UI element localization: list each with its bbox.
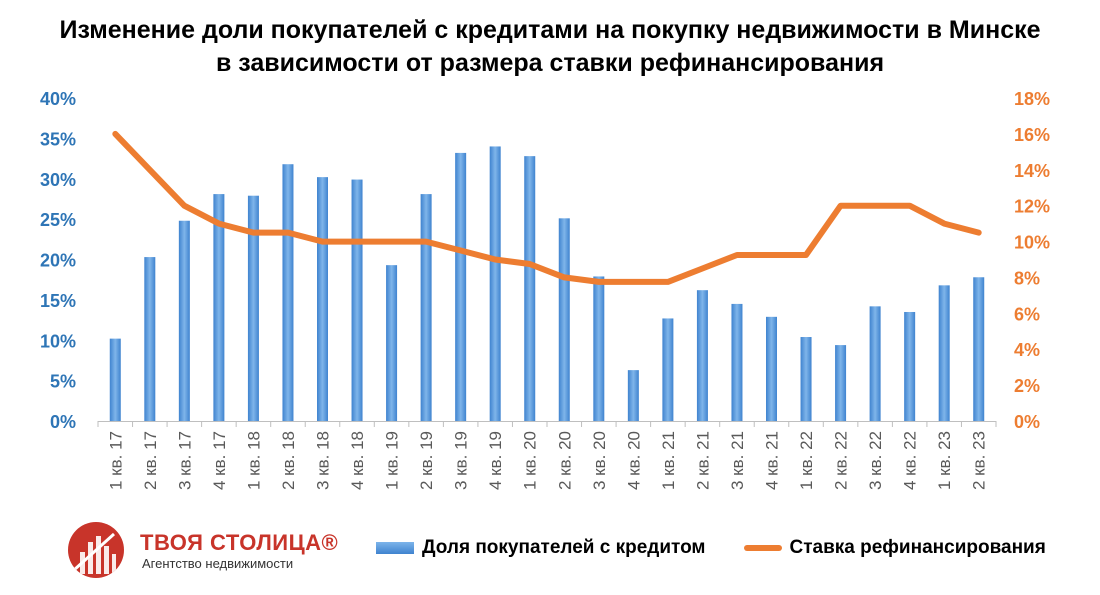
x-axis-tick-label: 1 кв. 23 [935,431,954,490]
x-axis-tick-label: 1 кв. 18 [244,431,263,490]
x-axis-tick-label: 2 кв. 18 [279,431,298,490]
chart-title: Изменение доли покупателей с кредитами н… [0,14,1100,80]
x-axis-tick-label: 4 кв. 19 [486,431,505,490]
bar-24 [904,311,916,421]
x-axis-tick-label: 4 кв. 20 [624,431,643,490]
bar-15 [593,276,605,421]
left-axis-tick-label: 40% [40,89,76,109]
bar-2 [144,257,156,421]
legend-bar-swatch [376,542,414,554]
right-axis-tick-label: 12% [1014,197,1050,217]
chart-title-line-2: в зависимости от размера ставки рефинанс… [215,49,885,77]
x-axis-tick-label: 4 кв. 18 [348,431,367,490]
bar-4 [213,194,225,421]
building-logo-icon [68,522,124,578]
bar-25 [938,285,950,421]
right-axis: 0% 2% 4% 6% 8% 10% 12% 14% 16% 18% [1014,89,1050,432]
left-axis-tick-label: 5% [50,372,76,392]
bar-20 [766,316,777,421]
x-axis-tick-label: 1 кв. 20 [521,431,540,490]
x-axis-tick-label: 4 кв. 21 [763,431,782,490]
chart-legend: Доля покупателей с кредитом Ставка рефин… [376,537,1084,559]
legend-line-swatch [743,545,782,551]
legend-label-bars: Доля покупателей с кредитом [422,537,706,558]
bar-1 [109,338,121,421]
bar-14 [558,218,570,421]
x-axis-tick-label: 1 кв. 17 [106,431,125,490]
x-axis-tick-label: 2 кв. 22 [832,431,851,490]
x-axis-tick-label: 2 кв. 20 [555,431,574,490]
right-axis-tick-label: 0% [1014,412,1040,432]
legend-item-bars: Доля покупателей с кредитом [376,537,706,559]
right-axis-tick-label: 10% [1014,233,1050,253]
x-axis-tick-label: 3 кв. 19 [452,431,471,490]
x-axis-tick-label: 1 кв. 21 [659,431,678,490]
bar-6 [282,164,294,421]
right-axis-tick-label: 18% [1014,89,1050,109]
bar-26 [973,277,985,421]
x-axis-tick-label: 3 кв. 22 [866,431,885,490]
x-axis: 1 кв. 17 2 кв. 17 3 кв. 17 4 кв. 17 1 кв. 18… [97,421,997,490]
left-axis: 0% 5% 10% 15% 20% 25% 30% 35% 40% [40,89,76,432]
x-axis-tick-label: 1 кв. 22 [797,431,816,490]
x-axis-tick-label: 2 кв. 21 [693,431,712,490]
legend-label-line: Ставка рефинансирования [789,537,1046,558]
x-axis-tick-label: 2 кв. 23 [970,431,989,490]
x-axis-tick-label: 3 кв. 17 [175,431,194,490]
right-axis-tick-label: 2% [1014,376,1040,396]
bar-7 [317,177,328,421]
right-axis-tick-label: 14% [1014,161,1050,181]
bar-17 [662,318,674,421]
right-axis-tick-label: 8% [1014,268,1040,288]
x-axis-tick-label: 3 кв. 21 [728,431,747,490]
right-axis-tick-label: 16% [1014,125,1050,145]
bar-5 [247,195,259,421]
brand-subtitle: Агентство недвижимости [142,556,294,571]
left-axis-tick-label: 30% [40,170,76,190]
left-axis-tick-label: 10% [40,331,76,351]
bar-23 [869,306,881,421]
bar-9 [386,265,398,421]
legend-item-line: Ставка рефинансирования [743,537,1046,559]
bar-8 [351,179,363,421]
brand-name: ТВОЯ СТОЛИЦА® [140,530,339,555]
bar-series [109,146,985,421]
bar-11 [455,152,467,421]
bar-12 [489,146,501,421]
left-axis-tick-label: 35% [40,129,76,149]
bar-16 [627,370,639,421]
x-axis-tick-label: 3 кв. 20 [590,431,609,490]
line-series [112,130,982,285]
x-axis-tick-label: 2 кв. 17 [141,431,160,490]
chart-title-line-1: Изменение доли покупателей с кредитами н… [59,16,1041,44]
x-axis-tick-label: 4 кв. 17 [210,431,229,490]
bar-3 [178,220,190,421]
refinancing-rate-line [112,130,982,285]
brand-logo: ТВОЯ СТОЛИЦА® Агентство недвижимости [68,522,348,578]
left-axis-tick-label: 25% [40,210,76,230]
left-axis-tick-label: 0% [50,412,76,432]
x-axis-tick-label: 4 кв. 22 [901,431,920,490]
bar-19 [731,303,743,421]
x-axis-tick-label: 3 кв. 18 [314,431,333,490]
x-axis-tick-label: 2 кв. 19 [417,431,436,490]
bar-21 [800,337,812,421]
right-axis-tick-label: 4% [1014,340,1040,360]
right-axis-tick-label: 6% [1014,304,1040,324]
bar-18 [696,290,708,421]
bar-13 [524,156,536,421]
bar-22 [835,345,847,421]
x-axis-tick-label: 1 кв. 19 [383,431,402,490]
left-axis-tick-label: 15% [40,291,76,311]
bar-10 [420,194,432,421]
left-axis-tick-label: 20% [40,251,76,271]
